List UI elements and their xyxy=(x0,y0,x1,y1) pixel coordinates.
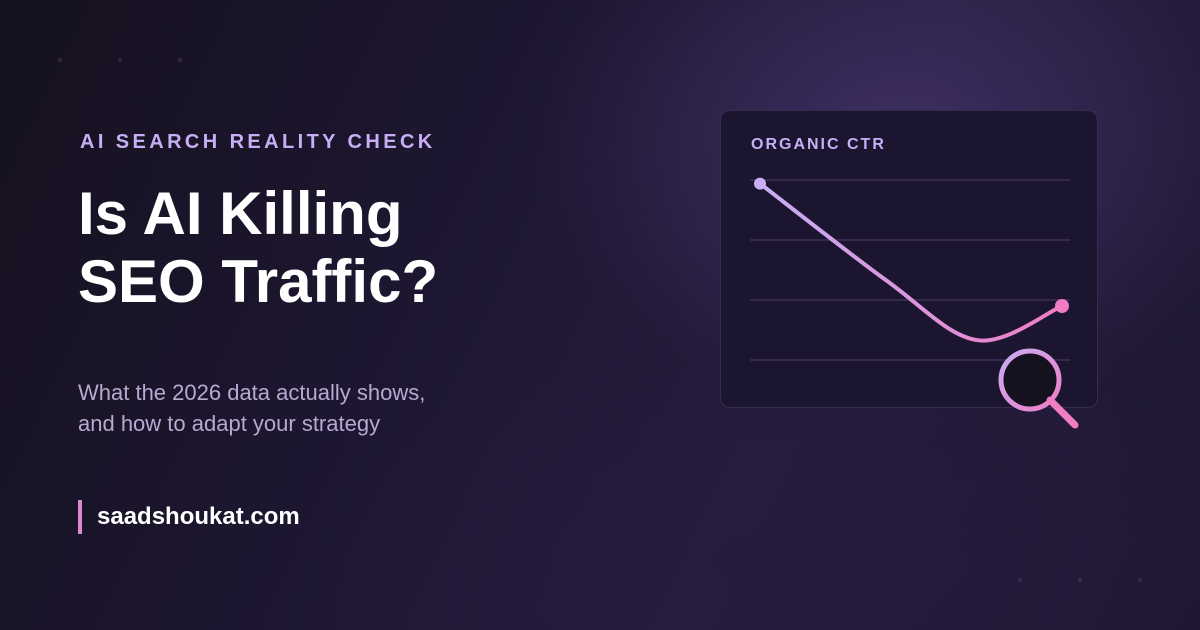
eyebrow-label: AI SEARCH REALITY CHECK xyxy=(80,131,436,153)
series-end-point xyxy=(1055,299,1069,313)
subtitle: What the 2026 data actually shows, and h… xyxy=(78,377,425,439)
series-start-point xyxy=(754,177,766,190)
decorative-dot xyxy=(1078,578,1082,582)
subtitle-line-2: and how to adapt your strategy xyxy=(78,411,381,436)
page-title: Is AI Killing SEO Traffic? xyxy=(78,180,438,316)
site-url: saadshoukat.com xyxy=(78,500,300,534)
decorative-dot xyxy=(58,58,62,62)
subtitle-line-1: What the 2026 data actually shows, xyxy=(78,380,426,405)
chart-title: ORGANIC CTR xyxy=(751,136,886,153)
title-line-1: Is AI Killing xyxy=(78,180,403,247)
decorative-dot xyxy=(1138,578,1142,582)
decorative-dot xyxy=(1018,578,1022,582)
magnifying-glass-icon xyxy=(998,348,1079,429)
title-line-2: SEO Traffic? xyxy=(78,248,439,315)
decorative-dot xyxy=(178,58,182,62)
decorative-dot xyxy=(118,58,122,62)
ctr-series-line xyxy=(758,181,1064,343)
